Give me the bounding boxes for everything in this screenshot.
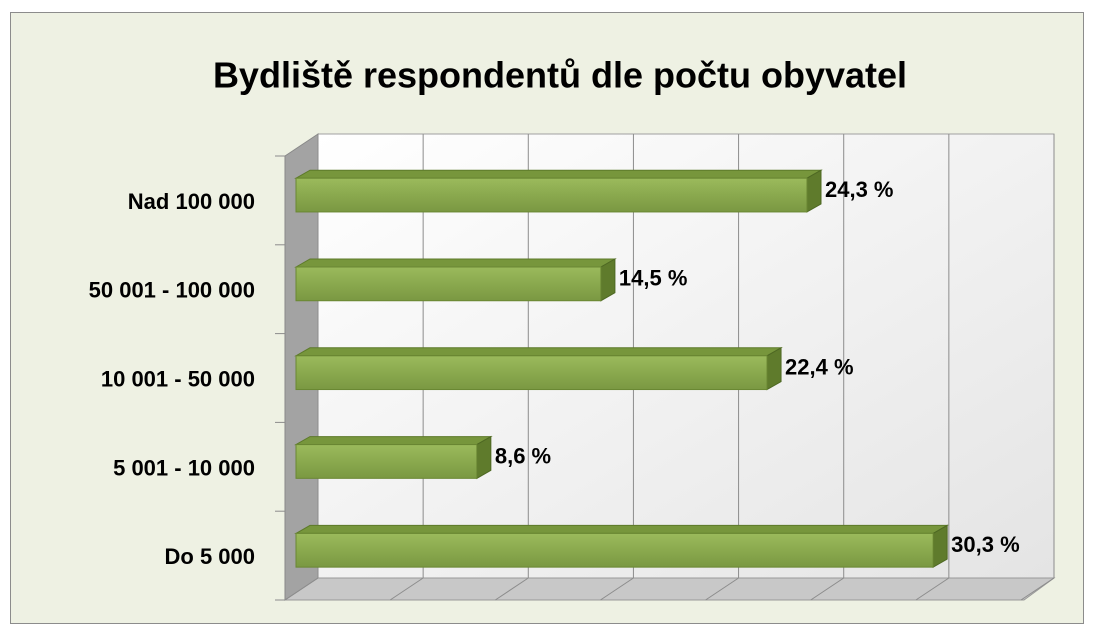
bar-face <box>600 258 616 302</box>
bar-face <box>476 435 492 480</box>
y-tick-label: 5 001 - 10 000 <box>113 455 255 480</box>
y-tick-label: Do 5 000 <box>165 544 256 569</box>
bar <box>294 346 783 391</box>
bar-face <box>294 524 950 534</box>
bar-face <box>295 355 768 391</box>
chart-title: Bydliště respondentů dle počtu obyvatel <box>213 55 907 96</box>
floor-line <box>284 577 319 601</box>
value-label: 24,3 % <box>825 177 894 202</box>
floor-line <box>495 577 529 601</box>
bar-face <box>294 347 783 357</box>
bar <box>294 435 493 480</box>
floor-line <box>389 577 424 601</box>
bar <box>294 524 950 569</box>
y-tick-label: Nad 100 000 <box>128 189 255 214</box>
value-label: 8,6 % <box>495 443 551 468</box>
bar-face <box>932 524 948 569</box>
bar-face <box>295 177 808 213</box>
floor-line <box>705 577 739 601</box>
bar-face <box>295 444 478 479</box>
bar-face <box>294 258 617 268</box>
floor-line <box>915 577 950 601</box>
bar-face <box>294 436 493 446</box>
y-tick-label: 50 001 - 100 000 <box>89 278 255 303</box>
floor-line <box>1020 577 1055 601</box>
bar-face <box>295 266 602 302</box>
floor <box>283 577 1056 601</box>
bar <box>294 258 617 302</box>
y-tick-label: 10 001 - 50 000 <box>101 366 255 391</box>
value-label: 14,5 % <box>619 266 688 291</box>
value-label: 30,3 % <box>951 532 1020 557</box>
bar <box>294 169 823 213</box>
value-label: 22,4 % <box>785 354 854 379</box>
bar-face <box>295 532 934 568</box>
bar-face <box>766 346 782 391</box>
floor-line <box>810 577 844 601</box>
bar-face <box>806 169 822 213</box>
floor-line <box>600 577 634 601</box>
bar-face <box>294 169 823 179</box>
